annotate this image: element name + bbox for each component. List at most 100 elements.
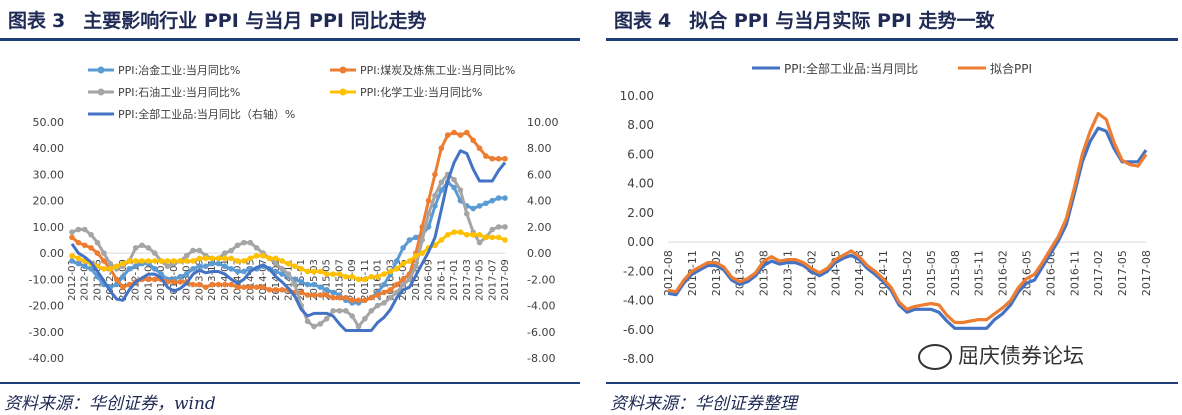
series-line-0 bbox=[667, 126, 1148, 330]
series-point-3 bbox=[400, 260, 406, 267]
right-y-tick-label: 4.00 bbox=[527, 195, 552, 208]
series-point-3 bbox=[190, 258, 196, 264]
series-point-0 bbox=[495, 195, 502, 201]
x-tick-label: 2016-08 bbox=[1044, 250, 1057, 296]
series-point-0 bbox=[330, 289, 336, 296]
right-y-tick-label: -6.00 bbox=[527, 326, 555, 339]
right-chart: -8.00 -6.00 -4.00 -2.00 0.00 2.00 4.00 6.00 8.00… bbox=[620, 61, 1153, 366]
series-point-3 bbox=[113, 263, 120, 270]
series-point-0 bbox=[81, 263, 88, 270]
series-point-0 bbox=[432, 203, 438, 209]
series-point-2 bbox=[355, 323, 362, 330]
legend-label-0: PPI:全部工业品:当月同比 bbox=[784, 61, 918, 76]
left-y-tick-label: 50.00 bbox=[33, 116, 65, 129]
series-point-2 bbox=[311, 323, 317, 330]
series-point-3 bbox=[387, 268, 394, 275]
left-y-tick-label: 30.00 bbox=[33, 168, 65, 181]
x-tick-label: 2014-09 bbox=[271, 259, 282, 301]
series-point-3 bbox=[393, 266, 400, 272]
series-point-0 bbox=[120, 273, 126, 280]
series-point-0 bbox=[151, 266, 158, 272]
legend-label-4: PPI:全部工业品:当月同比（右轴）% bbox=[118, 107, 295, 121]
x-tick-label: 2015-11 bbox=[973, 250, 986, 296]
x-tick-label: 2014-03 bbox=[233, 259, 244, 301]
series-point-0 bbox=[381, 281, 387, 288]
series-point-3 bbox=[132, 258, 139, 264]
series-point-1 bbox=[432, 171, 438, 178]
x-tick-label: 2016-11 bbox=[1068, 250, 1081, 296]
series-point-3 bbox=[215, 255, 222, 262]
x-tick-label: 2016-11 bbox=[436, 259, 447, 301]
series-point-2 bbox=[247, 239, 254, 246]
x-tick-label: 2017-05 bbox=[1116, 250, 1129, 296]
series-point-2 bbox=[69, 229, 75, 235]
series-point-3 bbox=[285, 260, 292, 267]
series-point-1 bbox=[101, 258, 107, 264]
left-y-tick-label: 20.00 bbox=[33, 195, 65, 208]
series-point-2 bbox=[425, 210, 432, 217]
legend-label-1: PPI:煤炭及炼焦工业:当月同比% bbox=[360, 63, 515, 77]
x-tick-label: 2013-11 bbox=[207, 259, 218, 301]
series-point-2 bbox=[107, 260, 114, 267]
series-point-1 bbox=[304, 292, 311, 298]
series-point-2 bbox=[323, 315, 330, 322]
series-point-1 bbox=[75, 239, 82, 246]
series-point-0 bbox=[489, 197, 496, 204]
y-tick-label: 8.00 bbox=[627, 118, 654, 132]
series-point-1 bbox=[502, 155, 508, 162]
series-point-2 bbox=[457, 187, 464, 193]
series-point-1 bbox=[298, 289, 305, 296]
series-line-1 bbox=[667, 111, 1148, 325]
series-point-1 bbox=[151, 276, 158, 283]
series-point-1 bbox=[120, 284, 126, 291]
series-point-0 bbox=[88, 266, 94, 272]
series-point-2 bbox=[330, 308, 336, 314]
series-point-2 bbox=[145, 245, 152, 251]
series-point-3 bbox=[457, 229, 464, 235]
series-point-1 bbox=[495, 155, 502, 162]
series-point-3 bbox=[69, 252, 75, 259]
series-point-3 bbox=[502, 237, 508, 243]
series-point-3 bbox=[158, 258, 164, 264]
x-tick-label: 2017-02 bbox=[1092, 250, 1105, 296]
series-point-1 bbox=[171, 279, 177, 285]
x-tick-label: 2012-03 bbox=[80, 259, 91, 301]
series-point-2 bbox=[164, 263, 171, 270]
series-point-2 bbox=[285, 271, 292, 277]
series-point-0 bbox=[222, 263, 228, 270]
series-point-1 bbox=[196, 281, 203, 288]
series-point-0 bbox=[234, 268, 241, 275]
left-figure-panel: 图表 3 主要影响行业 PPI 与当月 PPI 同比走势 -40.00 -30.00-… bbox=[0, 0, 582, 415]
series-point-2 bbox=[81, 226, 88, 233]
series-point-3 bbox=[75, 255, 82, 262]
right-title-text: 拟合 PPI 与当月实际 PPI 走势一致 bbox=[689, 10, 995, 32]
series-point-0 bbox=[126, 266, 133, 272]
series-point-2 bbox=[228, 247, 234, 254]
left-source-note: 资料来源：华创证券，wind bbox=[4, 394, 216, 414]
left-title-text: 主要影响行业 PPI 与当月 PPI 同比走势 bbox=[83, 10, 427, 32]
series-point-0 bbox=[406, 237, 413, 243]
right-y-tick-label: -4.00 bbox=[527, 300, 555, 313]
legend-marker-0 bbox=[97, 66, 105, 74]
series-point-1 bbox=[483, 153, 489, 159]
series-point-0 bbox=[196, 263, 203, 270]
series-point-2 bbox=[241, 239, 247, 246]
series-point-3 bbox=[101, 266, 107, 272]
series-point-3 bbox=[419, 250, 426, 256]
series-point-2 bbox=[476, 239, 483, 246]
right-title-number: 4 bbox=[658, 10, 672, 32]
series-point-1 bbox=[311, 292, 317, 298]
series-point-0 bbox=[476, 203, 483, 209]
series-point-3 bbox=[107, 266, 114, 272]
left-chart: -40.00 -30.00 -20.00 -10.00 0.00 10.00 20.00 30… bbox=[29, 63, 559, 365]
x-tick-label: 2015-09 bbox=[347, 259, 358, 301]
series-point-2 bbox=[132, 245, 139, 251]
series-point-2 bbox=[88, 231, 94, 238]
series-point-3 bbox=[355, 276, 362, 283]
series-point-2 bbox=[400, 281, 406, 288]
x-tick-label: 2013-05 bbox=[734, 250, 747, 296]
series-point-3 bbox=[222, 255, 228, 262]
series-point-1 bbox=[323, 292, 330, 298]
right-y-tick-label: 6.00 bbox=[527, 168, 552, 181]
series-point-3 bbox=[304, 268, 311, 275]
